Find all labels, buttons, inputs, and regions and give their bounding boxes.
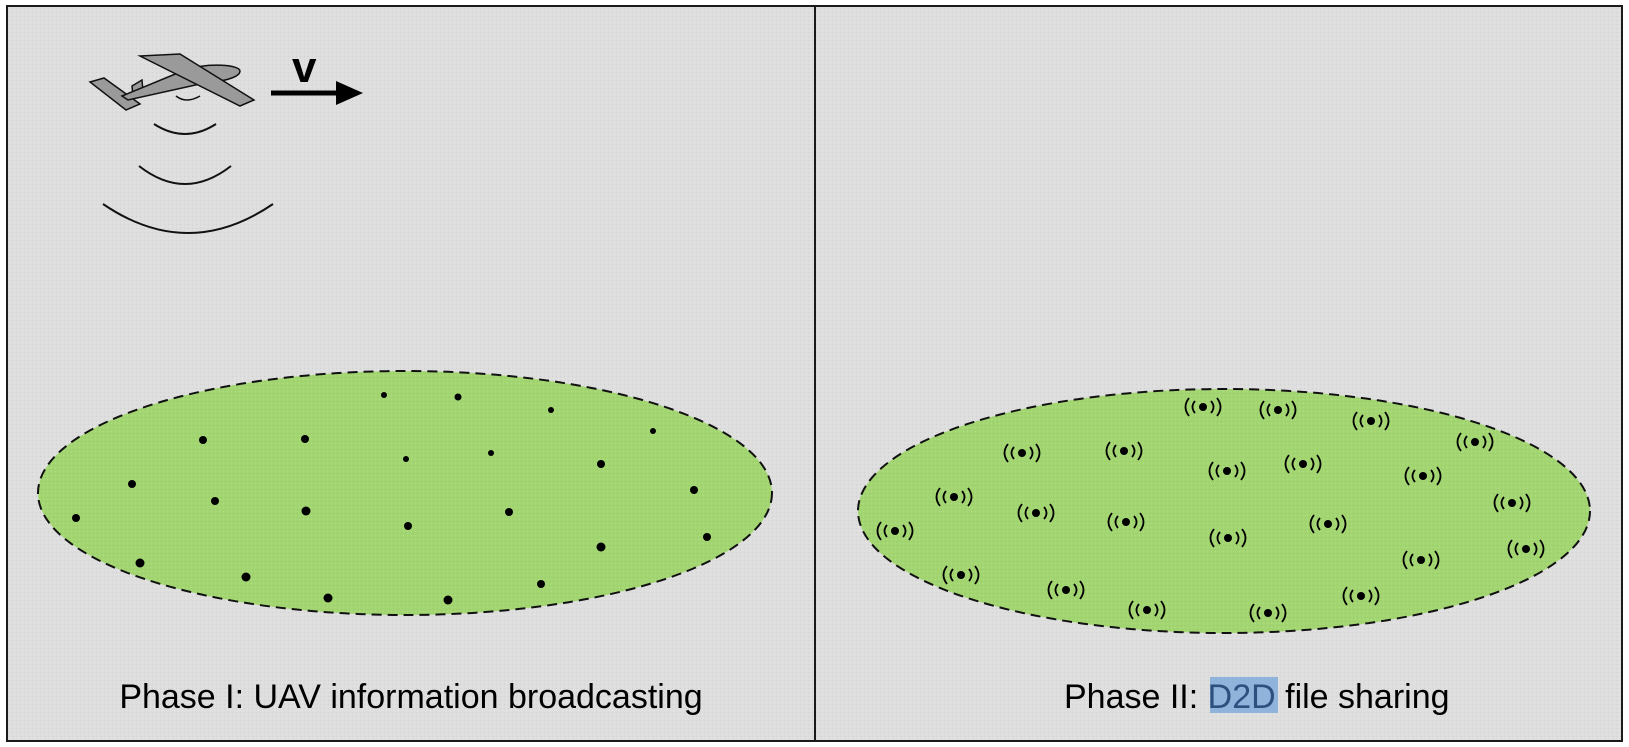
wireless-device-icon — [1105, 441, 1143, 461]
wireless-device-icon — [1128, 600, 1166, 620]
device-dot-icon — [690, 486, 698, 494]
coverage-area-phase-one — [37, 370, 773, 616]
wireless-device-icon — [942, 565, 980, 585]
wireless-device-icon — [1352, 411, 1390, 431]
uav-airplane-icon — [88, 53, 256, 111]
wireless-device-icon — [1402, 550, 1440, 570]
d2d-highlight — [1210, 677, 1278, 713]
phase-two-caption: Phase II: D2D file sharing — [1064, 678, 1450, 716]
phase-two-caption-suffix: file sharing — [1276, 678, 1450, 716]
device-dot-icon — [301, 435, 309, 443]
device-dot-icon — [537, 580, 545, 588]
wireless-device-icon — [1208, 461, 1246, 481]
wireless-device-icon — [1342, 586, 1380, 606]
wireless-device-icon — [1107, 512, 1145, 532]
wireless-device-icon — [1047, 580, 1085, 600]
wireless-device-icon — [1209, 528, 1247, 548]
device-dot-icon — [301, 506, 311, 516]
device-nodes — [72, 392, 711, 605]
wireless-device-icon — [876, 521, 914, 541]
device-dot-icon — [72, 514, 80, 522]
wireless-device-icon — [935, 487, 973, 507]
wireless-device-icon — [1404, 466, 1442, 486]
wireless-device-icon — [1284, 454, 1322, 474]
phase-two-caption-highlight: D2D — [1208, 678, 1276, 716]
device-dot-icon — [403, 456, 409, 462]
device-dot-icon — [454, 393, 462, 401]
device-dot-icon — [703, 533, 711, 541]
device-dot-icon — [650, 428, 656, 434]
wireless-device-icon — [1309, 514, 1347, 534]
device-dot-icon — [596, 542, 606, 552]
device-dot-icon — [548, 407, 554, 413]
device-dot-icon — [505, 508, 513, 516]
velocity-label: v — [292, 43, 317, 92]
device-dot-icon — [241, 572, 251, 582]
device-dot-icon — [323, 593, 333, 603]
device-dot-icon — [443, 595, 453, 605]
broadcast-wave-icon — [102, 123, 274, 234]
phase-one-panel: v Phase I: UAV information broadcasting — [7, 6, 815, 741]
device-dot-icon — [597, 460, 605, 468]
wireless-device-nodes — [876, 397, 1545, 623]
wireless-device-icon — [1249, 603, 1287, 623]
coverage-area-phase-two — [857, 388, 1591, 634]
device-dot-icon — [381, 392, 387, 398]
device-dot-icon — [404, 522, 412, 530]
device-dot-icon — [211, 497, 219, 505]
device-dot-icon — [488, 450, 494, 456]
wireless-device-icon — [1456, 432, 1494, 452]
device-dot-icon — [199, 436, 207, 444]
wireless-device-icon — [1493, 493, 1531, 513]
phase-two-caption-prefix: Phase II: — [1064, 678, 1208, 716]
device-dot-icon — [128, 480, 136, 488]
wireless-device-icon — [1017, 503, 1055, 523]
phase-one-caption: Phase I: UAV information broadcasting — [119, 678, 702, 716]
wireless-device-icon — [1003, 443, 1041, 463]
arrow-right-icon — [271, 81, 363, 105]
wireless-device-icon — [1184, 397, 1222, 417]
wireless-device-icon — [1259, 400, 1297, 420]
device-dot-icon — [135, 558, 145, 568]
wireless-device-icon — [1507, 539, 1545, 559]
phase-two-panel: Phase II: D2D file sharing — [815, 6, 1622, 741]
